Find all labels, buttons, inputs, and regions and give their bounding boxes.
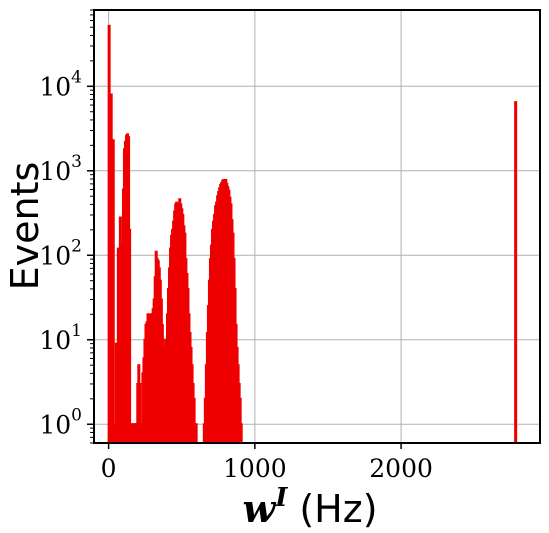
- y-axis-ticks: 100 101 102 103 104: [39, 9, 94, 444]
- y-tick-label: 103: [39, 152, 82, 186]
- x-tick-label: 0: [101, 454, 117, 483]
- x-axis-ticks: 0 1000 2000: [101, 443, 433, 483]
- y-tick-label: 101: [39, 321, 82, 355]
- histogram-bin: [514, 101, 518, 445]
- histogram-bin: [111, 139, 115, 444]
- y-tick-label: 104: [39, 67, 82, 101]
- histogram-bin: [128, 228, 132, 444]
- plot-frame: [93, 9, 541, 444]
- histogram-bin: [116, 247, 120, 444]
- x-axis-label-unit: (Hz): [299, 487, 377, 531]
- x-tick-label: 1000: [223, 454, 287, 483]
- histogram-bin: [107, 24, 111, 445]
- histogram-bin: [194, 423, 198, 445]
- histogram-bin: [130, 423, 134, 445]
- x-axis-label: wI (Hz): [242, 483, 377, 531]
- x-axis-label-math: w: [242, 486, 276, 531]
- x-tick-label: 2000: [369, 454, 433, 483]
- x-axis-label-sup: I: [274, 483, 288, 513]
- histogram-bin: [239, 423, 243, 445]
- y-tick-label: 100: [39, 405, 82, 439]
- y-axis-label: Events: [3, 162, 47, 291]
- histogram-bin: [109, 93, 113, 445]
- y-tick-label: 102: [39, 236, 82, 270]
